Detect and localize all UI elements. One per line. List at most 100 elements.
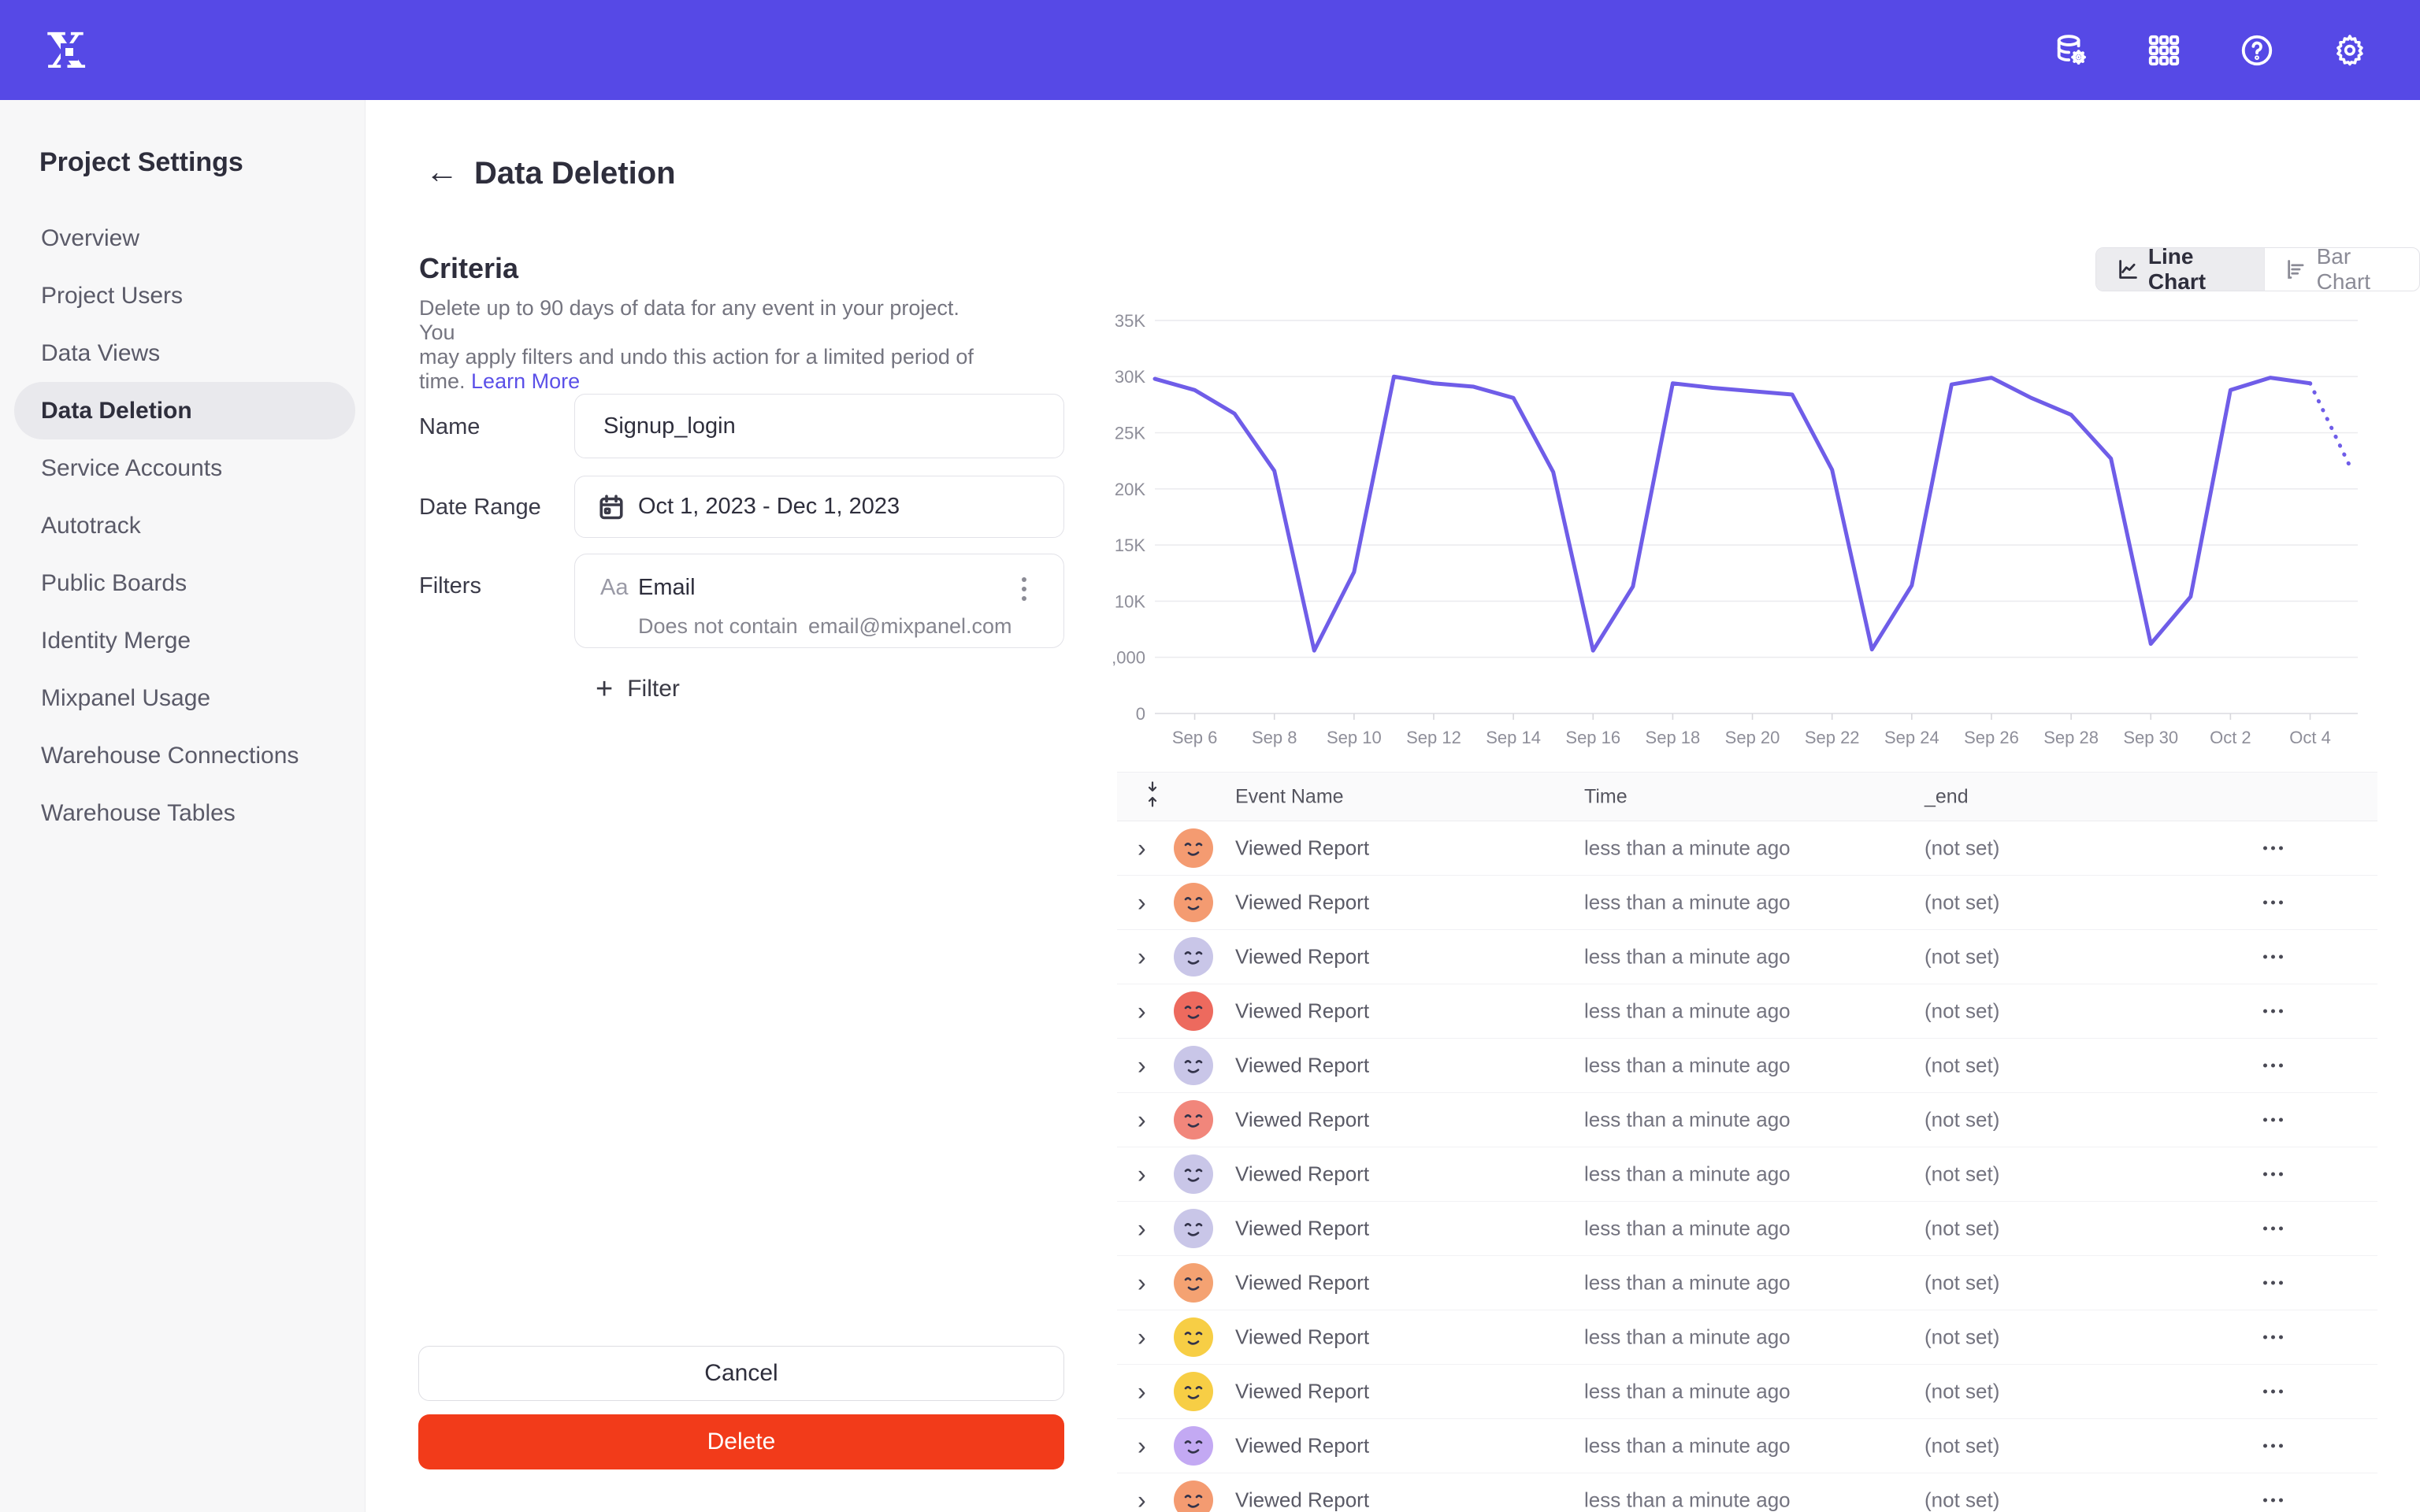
sidebar-item-public-boards[interactable]: Public Boards [41, 569, 187, 596]
table-row[interactable]: › Viewed Report less than a minute ago (not… [1117, 1256, 2377, 1310]
table-row[interactable]: › Viewed Report less than a minute ago (not… [1117, 876, 2377, 930]
table-row[interactable]: › Viewed Report less than a minute ago (not… [1117, 930, 2377, 984]
row-expand-chevron-icon[interactable]: › [1138, 1105, 1146, 1134]
row-more-actions-icon[interactable] [2263, 900, 2283, 905]
cell-end: (not set) [1924, 944, 2000, 969]
row-expand-chevron-icon[interactable]: › [1138, 1268, 1146, 1297]
name-input[interactable]: Signup_login [574, 394, 1064, 458]
back-arrow-icon[interactable]: ← [425, 153, 458, 190]
table-row[interactable]: › Viewed Report less than a minute ago (not… [1117, 1473, 2377, 1512]
sidebar-item-warehouse-connections[interactable]: Warehouse Connections [41, 742, 299, 769]
row-expand-chevron-icon[interactable]: › [1138, 1322, 1146, 1351]
settings-gear-icon[interactable] [2330, 31, 2370, 70]
svg-text:5,000: 5,000 [1113, 648, 1145, 668]
table-row[interactable]: › Viewed Report less than a minute ago (not… [1117, 821, 2377, 876]
sidebar-item-mixpanel-usage[interactable]: Mixpanel Usage [41, 684, 211, 711]
row-more-actions-icon[interactable] [2263, 1389, 2283, 1394]
sidebar-item-identity-merge[interactable]: Identity Merge [41, 627, 191, 654]
svg-text:Sep 30: Sep 30 [2123, 728, 2178, 747]
cell-event-name: Viewed Report [1235, 1270, 1370, 1295]
cell-time: less than a minute ago [1584, 1270, 1791, 1295]
sidebar-item-project-users[interactable]: Project Users [41, 282, 184, 309]
delete-button[interactable]: Delete [418, 1414, 1064, 1469]
row-expand-chevron-icon[interactable]: › [1138, 1051, 1146, 1080]
svg-text:25K: 25K [1115, 424, 1145, 443]
filter-card[interactable]: Aa Email Does not contain email@mixpanel… [574, 554, 1064, 648]
table-row[interactable]: › Viewed Report less than a minute ago (not… [1117, 984, 2377, 1039]
column-header-event-name[interactable]: Event Name [1235, 785, 1344, 807]
row-more-actions-icon[interactable] [2263, 1443, 2283, 1448]
row-expand-chevron-icon[interactable]: › [1138, 1214, 1146, 1243]
table-row[interactable]: › Viewed Report less than a minute ago (not… [1117, 1039, 2377, 1093]
line-chart-toggle[interactable]: Line Chart [2096, 248, 2264, 291]
sidebar-item-warehouse-tables[interactable]: Warehouse Tables [41, 799, 236, 826]
table-row[interactable]: › Viewed Report less than a minute ago (not… [1117, 1093, 2377, 1147]
date-range-input[interactable]: Oct 1, 2023 - Dec 1, 2023 [574, 476, 1064, 538]
apps-grid-icon[interactable] [2144, 31, 2184, 70]
row-more-actions-icon[interactable] [2263, 1172, 2283, 1177]
cell-time: less than a minute ago [1584, 1216, 1791, 1240]
user-avatar [1174, 1209, 1213, 1248]
cell-end: (not set) [1924, 1216, 2000, 1240]
table-row[interactable]: › Viewed Report less than a minute ago (not… [1117, 1202, 2377, 1256]
sidebar-item-autotrack[interactable]: Autotrack [41, 512, 141, 539]
sidebar-item-data-deletion[interactable]: Data Deletion [14, 382, 355, 439]
filter-property: Email [638, 575, 696, 600]
table-row[interactable]: › Viewed Report less than a minute ago (not… [1117, 1147, 2377, 1202]
row-expand-chevron-icon[interactable]: › [1138, 1431, 1146, 1460]
filter-operator[interactable]: Does not contain [638, 614, 798, 638]
row-expand-chevron-icon[interactable]: › [1138, 833, 1146, 862]
sidebar-item-data-views[interactable]: Data Views [41, 339, 161, 366]
cell-end: (not set) [1924, 1270, 2000, 1295]
sidebar-item-overview[interactable]: Overview [41, 224, 140, 251]
table-row[interactable]: › Viewed Report less than a minute ago (not… [1117, 1419, 2377, 1473]
add-filter-button[interactable]: + Filter [596, 674, 680, 704]
mixpanel-logo-icon[interactable]: X [47, 22, 91, 80]
svg-text:20K: 20K [1115, 480, 1145, 499]
row-more-actions-icon[interactable] [2263, 1280, 2283, 1285]
cell-time: less than a minute ago [1584, 890, 1791, 914]
row-expand-chevron-icon[interactable]: › [1138, 1485, 1146, 1512]
cell-end: (not set) [1924, 1162, 2000, 1186]
row-more-actions-icon[interactable] [2263, 1009, 2283, 1014]
filter-kebab-menu-icon[interactable] [1008, 572, 1040, 606]
cell-end: (not set) [1924, 1325, 2000, 1349]
events-line-chart[interactable]: 0 5,000 10K 15K 20K 25K 30K 35K Sep 6 Sep 8 Sep 10… [1102, 307, 2383, 758]
filter-value[interactable]: email@mixpanel.com [808, 614, 1012, 638]
row-expand-chevron-icon[interactable]: › [1138, 888, 1146, 917]
column-header-end[interactable]: _end [1924, 785, 1969, 807]
svg-text:35K: 35K [1115, 311, 1145, 331]
row-expand-chevron-icon[interactable]: › [1138, 1159, 1146, 1188]
row-more-actions-icon[interactable] [2263, 846, 2283, 850]
row-more-actions-icon[interactable] [2263, 1117, 2283, 1122]
cell-event-name: Viewed Report [1235, 1107, 1370, 1132]
row-more-actions-icon[interactable] [2263, 954, 2283, 959]
row-more-actions-icon[interactable] [2263, 1498, 2283, 1503]
row-expand-chevron-icon[interactable]: › [1138, 996, 1146, 1025]
table-row[interactable]: › Viewed Report less than a minute ago (not… [1117, 1365, 2377, 1419]
row-expand-chevron-icon[interactable]: › [1138, 1377, 1146, 1406]
page-title: Data Deletion [474, 156, 676, 191]
cell-time: less than a minute ago [1584, 1053, 1791, 1077]
user-avatar [1174, 828, 1213, 868]
help-icon[interactable] [2237, 31, 2277, 70]
sidebar-item-service-accounts[interactable]: Service Accounts [41, 454, 223, 481]
row-more-actions-icon[interactable] [2263, 1226, 2283, 1231]
row-expand-chevron-icon[interactable]: › [1138, 942, 1146, 971]
row-more-actions-icon[interactable] [2263, 1063, 2283, 1068]
user-avatar [1174, 883, 1213, 922]
data-management-icon[interactable] [2051, 31, 2091, 70]
cancel-button[interactable]: Cancel [418, 1346, 1064, 1401]
user-avatar [1174, 1263, 1213, 1303]
bar-chart-toggle[interactable]: Bar Chart [2263, 248, 2419, 291]
collapse-rows-icon[interactable] [1141, 780, 1164, 813]
svg-text:Sep 22: Sep 22 [1805, 728, 1860, 747]
cell-end: (not set) [1924, 1107, 2000, 1132]
column-header-time[interactable]: Time [1584, 785, 1628, 807]
learn-more-link[interactable]: Learn More [471, 369, 581, 393]
bar-chart-icon [2287, 260, 2304, 279]
name-input-value: Signup_login [603, 413, 736, 439]
svg-text:Sep 8: Sep 8 [1252, 728, 1297, 747]
row-more-actions-icon[interactable] [2263, 1335, 2283, 1340]
table-row[interactable]: › Viewed Report less than a minute ago (not… [1117, 1310, 2377, 1365]
